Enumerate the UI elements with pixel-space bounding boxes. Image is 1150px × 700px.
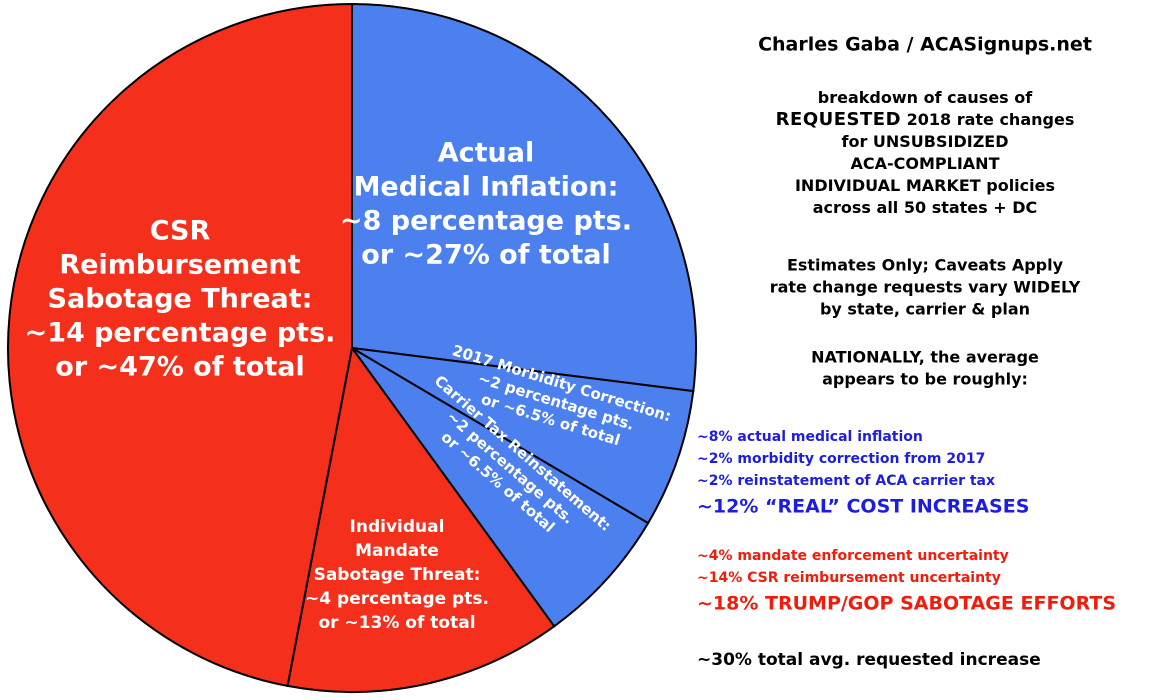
slice-label-line: Sabotage Threat:	[314, 565, 481, 585]
caveat-line: Estimates Only; Caveats Apply	[787, 256, 1064, 275]
description-line: INDIVIDUAL MARKET policies	[795, 176, 1055, 195]
sabotage-item: ~14% CSR reimbursement uncertainty	[697, 570, 1001, 586]
description-line: REQUESTED 2018 rate changes	[776, 109, 1075, 130]
description-part: across all 50 states + DC	[813, 198, 1038, 217]
caveat-line: rate change requests vary WIDELY	[770, 278, 1081, 297]
description-line: for UNSUBSIDIZED	[841, 132, 1008, 151]
description-part: INDIVIDUAL MARKET policies	[795, 176, 1055, 195]
slice-label-line: ~8 percentage pts.	[340, 206, 632, 237]
caveat-line: by state, carrier & plan	[820, 300, 1030, 319]
description-part: breakdown of causes of	[818, 88, 1033, 107]
slice-label-line: Mandate	[355, 541, 439, 561]
slice-label-line: CSR	[150, 216, 211, 247]
national-line: NATIONALLY, the average	[811, 348, 1039, 367]
description-line: ACA-COMPLIANT	[851, 154, 1000, 173]
description-part: for UNSUBSIDIZED	[841, 132, 1008, 151]
total-increase: ~30% total avg. requested increase	[697, 650, 1041, 670]
description-line: breakdown of causes of	[818, 88, 1033, 107]
slice-label-line: ~14 percentage pts.	[25, 318, 336, 349]
sabotage-total: ~18% TRUMP/GOP SABOTAGE EFFORTS	[697, 593, 1116, 615]
description-part: ACA-COMPLIANT	[851, 154, 1000, 173]
real-costs-item: ~8% actual medical inflation	[697, 429, 923, 445]
real-costs-item: ~2% reinstatement of ACA carrier tax	[697, 473, 995, 489]
description-part: 2018 rate changes	[901, 110, 1074, 129]
sabotage-item: ~4% mandate enforcement uncertainty	[697, 548, 1009, 564]
slice-label-line: Actual	[438, 138, 535, 169]
pie-slice	[351, 2, 697, 393]
chart-title: Charles Gaba / ACASignups.net	[758, 34, 1092, 56]
slice-label: Individual Mandate Sabotage Threat: ~4 perc…	[305, 517, 489, 633]
national-line: appears to be roughly:	[822, 370, 1028, 389]
slice-label-line: ~4 percentage pts.	[305, 589, 489, 609]
description-line: across all 50 states + DC	[813, 198, 1038, 217]
slice-label-line: Sabotage Threat:	[48, 284, 313, 315]
real-costs-item: ~2% morbidity correction from 2017	[697, 451, 985, 467]
slice-label-line: or ~47% of total	[55, 352, 304, 383]
slice-label-line: or ~27% of total	[361, 240, 610, 271]
pie-slice	[7, 2, 353, 688]
pie	[7, 2, 697, 693]
pie-slice	[351, 347, 650, 628]
pie-slice	[351, 347, 695, 525]
slice-label-line: Medical Inflation:	[354, 172, 619, 203]
slice-label-line: Reimbursement	[59, 250, 300, 281]
pie-slice	[286, 345, 556, 693]
slice-label-line: or ~13% of total	[318, 613, 475, 633]
description-part: REQUESTED	[776, 109, 901, 130]
real-costs-total: ~12% “REAL” COST INCREASES	[697, 496, 1029, 518]
slice-label-line: Individual	[350, 517, 445, 537]
